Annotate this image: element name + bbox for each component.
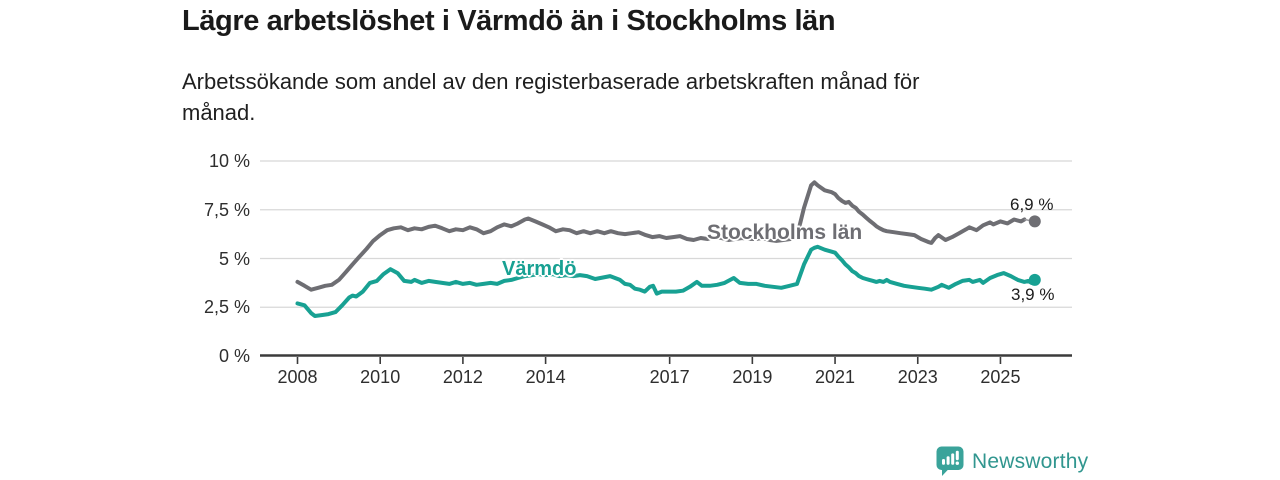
subtitle-line-1: Arbetssökande som andel av den registerb… bbox=[182, 69, 920, 94]
exclamation-dot bbox=[955, 461, 959, 465]
page-title: Lägre arbetslöshet i Värmdö än i Stockho… bbox=[182, 5, 836, 37]
chart-subtitle: Arbetssökande som andel av den registerb… bbox=[182, 66, 1082, 128]
brand-attribution: Newsworthy bbox=[936, 446, 1088, 480]
bar-medium bbox=[946, 456, 950, 465]
exclamation-stem bbox=[955, 450, 959, 461]
newsworthy-logo-icon bbox=[936, 446, 964, 476]
y-axis-label: 5 % bbox=[218, 248, 250, 269]
x-axis-label: 2014 bbox=[525, 367, 566, 387]
y-axis-label: 0 % bbox=[218, 346, 250, 366]
series-label-stockholms-lan: Stockholms län bbox=[707, 221, 863, 244]
series-label-varmdo: Värmdö bbox=[502, 258, 577, 280]
x-axis-label: 2025 bbox=[980, 367, 1021, 387]
end-value-varmdo: 3,9 % bbox=[1011, 285, 1055, 304]
bar-tall bbox=[951, 453, 955, 465]
y-axis-label: 7,5 % bbox=[203, 199, 250, 220]
brand-name: Newsworthy bbox=[972, 450, 1089, 473]
x-axis-label: 2017 bbox=[649, 367, 690, 387]
end-value-stockholms-lan: 6,9 % bbox=[1010, 195, 1054, 214]
series-line-0 bbox=[295, 180, 1027, 292]
end-dot-1 bbox=[1028, 273, 1041, 286]
speech-bubble-shape bbox=[936, 446, 964, 476]
bar-small bbox=[942, 459, 945, 465]
x-axis-label: 2019 bbox=[732, 367, 773, 387]
x-axis-label: 2023 bbox=[897, 367, 938, 387]
y-axis-label: 2,5 % bbox=[203, 297, 250, 318]
y-axis-label: 10 % bbox=[208, 151, 250, 171]
subtitle-line-2: månad. bbox=[182, 100, 256, 125]
end-dot-0 bbox=[1028, 215, 1041, 228]
x-axis-label: 2012 bbox=[442, 367, 483, 387]
x-axis-label: 2021 bbox=[815, 367, 856, 387]
series-line-1 bbox=[295, 244, 1037, 318]
x-axis-label: 2008 bbox=[277, 367, 318, 387]
x-axis-label: 2010 bbox=[360, 367, 401, 387]
